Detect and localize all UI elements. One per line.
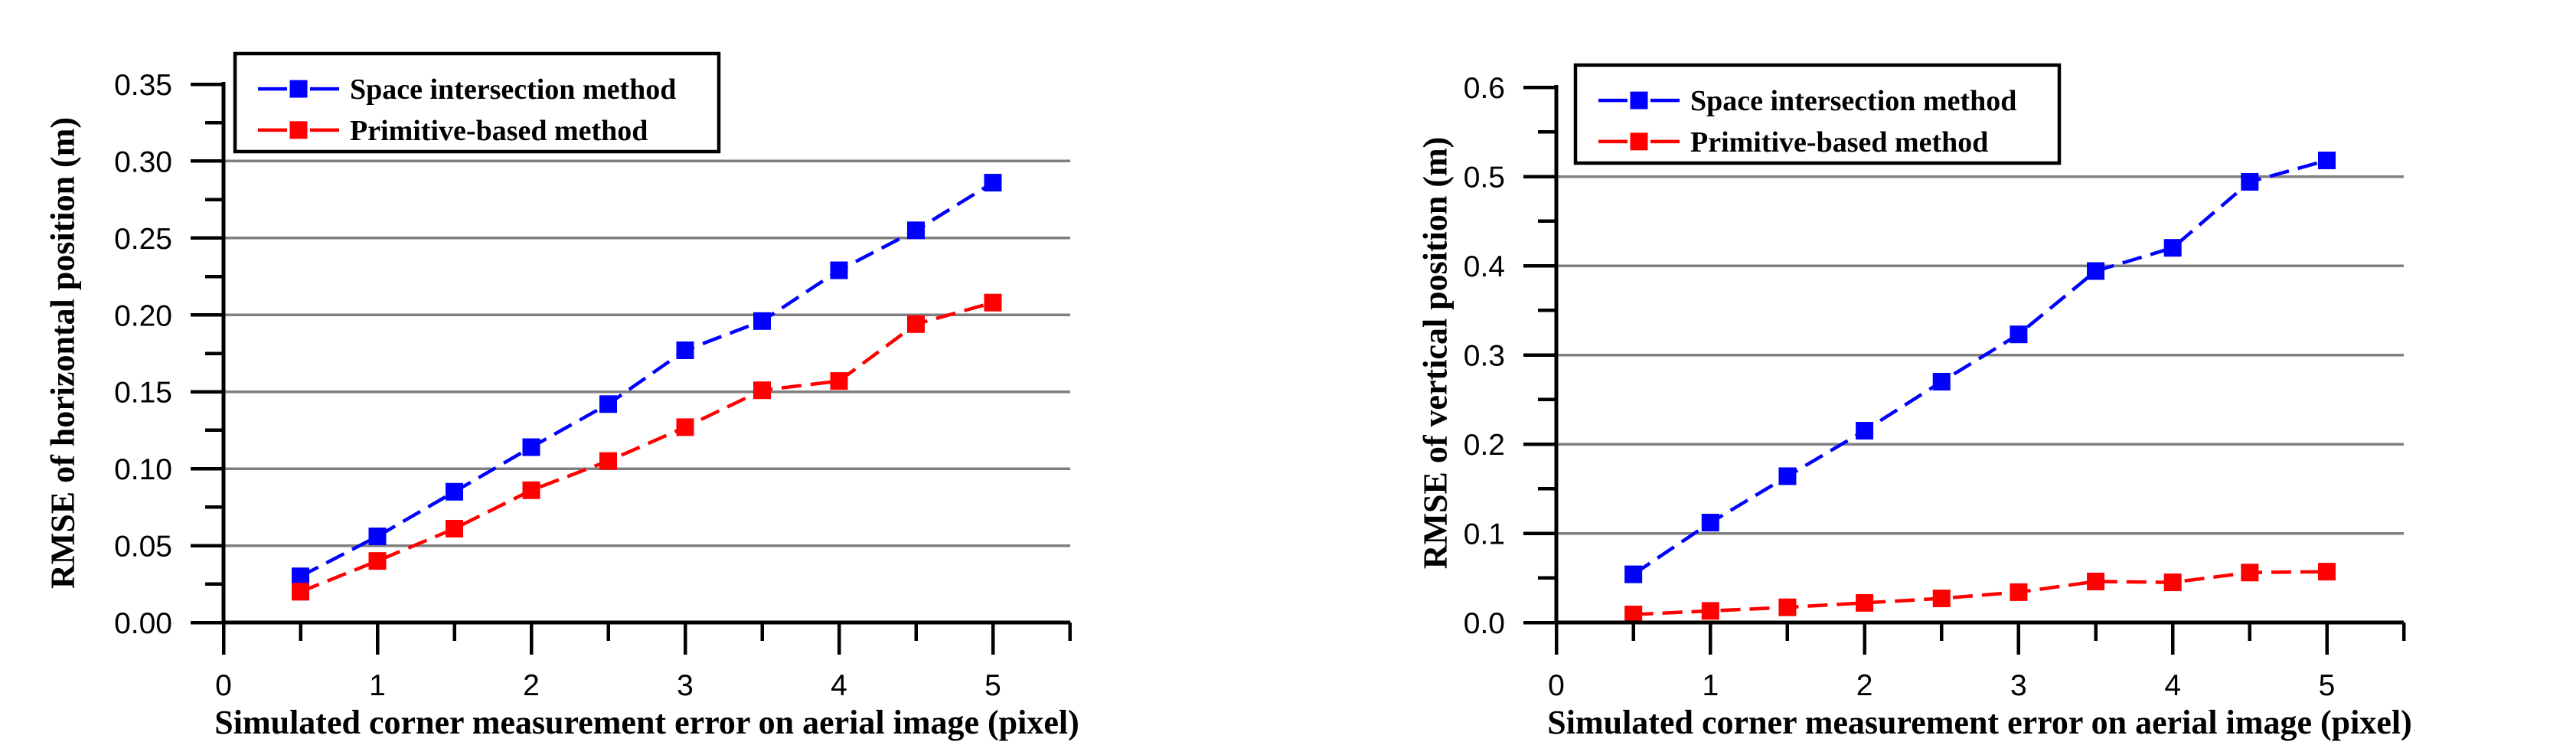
x-tick-label: 0	[1548, 669, 1565, 702]
x-tick-label: 2	[523, 669, 540, 702]
data-point-marker	[753, 381, 771, 400]
x-tick-label: 1	[1702, 669, 1719, 702]
data-point-marker	[522, 481, 540, 499]
y-tick-label: 0.0	[1464, 607, 1505, 640]
data-point-marker	[984, 174, 1002, 192]
data-point-marker	[2087, 572, 2105, 590]
x-tick-label: 2	[1856, 669, 1873, 702]
data-point-marker	[599, 395, 617, 413]
data-point-marker	[1624, 606, 1643, 624]
y-tick-label: 0.15	[114, 377, 172, 410]
legend-label: Space intersection method	[350, 74, 676, 106]
data-point-marker	[2241, 564, 2259, 582]
legend-label: Primitive-based method	[1690, 126, 1988, 158]
data-point-marker	[907, 315, 925, 333]
data-point-marker	[676, 341, 694, 359]
data-point-marker	[292, 583, 309, 601]
y-tick-label: 0.35	[114, 69, 172, 102]
data-point-marker	[1778, 467, 1797, 485]
data-point-marker	[676, 418, 694, 436]
y-tick-label: 0.05	[114, 531, 172, 564]
data-point-marker	[446, 519, 463, 538]
data-point-marker	[2163, 573, 2182, 592]
data-point-marker	[830, 261, 848, 279]
x-axis-title: Simulated corner measurement error on ae…	[214, 704, 1079, 741]
data-point-marker	[1856, 422, 1874, 440]
data-point-marker	[2087, 262, 2105, 280]
y-tick-label: 0.4	[1464, 250, 1505, 283]
legend-marker-swatch	[289, 121, 308, 139]
data-point-marker	[1932, 590, 1951, 608]
legend-label: Primitive-based method	[350, 115, 648, 147]
y-tick-label: 0.30	[114, 145, 172, 178]
legend-marker-swatch	[1630, 91, 1648, 109]
vertical-rmse-chart: 0.0 0.1 0.2 0.3 0.4 0.5 0.6 0 1 2 3 4 5 Space interse…	[1288, 0, 2576, 745]
x-tick-label: 4	[831, 669, 847, 702]
data-point-marker	[368, 552, 387, 570]
data-point-marker	[907, 221, 925, 240]
data-point-marker	[1856, 593, 1874, 612]
data-point-marker	[368, 528, 387, 546]
data-point-marker	[522, 438, 540, 456]
series-line-primitive-based	[299, 301, 994, 593]
series-line-primitive-based	[1633, 570, 2327, 616]
x-tick-label: 0	[215, 669, 232, 702]
series-line-space-intersection	[299, 181, 994, 578]
data-point-marker	[753, 312, 771, 330]
x-tick-label: 5	[2319, 669, 2336, 702]
legend-marker-swatch	[289, 80, 308, 98]
x-tick-label: 3	[2010, 669, 2027, 702]
x-tick-label: 5	[984, 669, 1001, 702]
y-tick-label: 0.20	[114, 299, 172, 332]
data-point-marker	[2163, 239, 2182, 257]
y-tick-label: 0.3	[1464, 340, 1505, 373]
plot-area-horizontal: 0.00 0.05 0.10 0.15 0.20 0.25 0.30 0.35 0 1 2 3 4 5 Sp…	[114, 51, 1072, 702]
data-point-marker	[292, 567, 309, 586]
data-point-marker	[1624, 565, 1643, 583]
y-tick-label: 0.6	[1464, 72, 1505, 105]
x-tick-label: 3	[677, 669, 694, 702]
data-point-marker	[1701, 514, 1719, 532]
legend-label: Space intersection method	[1690, 85, 2016, 117]
plot-area-vertical: 0.0 0.1 0.2 0.3 0.4 0.5 0.6 0 1 2 3 4 5 Space interse…	[1464, 63, 2406, 702]
y-tick-label: 0.10	[114, 453, 172, 486]
legend-marker-swatch	[1630, 132, 1648, 151]
legend-box	[233, 51, 721, 154]
data-point-marker	[1701, 602, 1719, 620]
data-point-marker	[2318, 152, 2336, 170]
data-point-marker	[1932, 372, 1951, 390]
y-tick-label: 0.5	[1464, 162, 1505, 194]
data-point-marker	[2318, 563, 2336, 581]
y-axis-title: RMSE of horizontal position (m)	[44, 117, 82, 589]
y-tick-label: 0.00	[114, 607, 172, 640]
series-line-space-intersection	[1632, 158, 2328, 576]
data-point-marker	[2010, 583, 2028, 601]
data-point-marker	[446, 482, 463, 501]
data-point-marker	[599, 452, 617, 470]
x-tick-label: 1	[369, 669, 386, 702]
data-point-marker	[830, 372, 848, 390]
x-tick-label: 4	[2164, 669, 2181, 702]
legend-box	[1573, 63, 2062, 165]
data-point-marker	[984, 293, 1002, 312]
data-point-marker	[2241, 172, 2259, 191]
data-point-marker	[2010, 325, 2028, 344]
data-point-marker	[1778, 598, 1797, 616]
y-tick-label: 0.2	[1464, 429, 1505, 462]
y-axis-title: RMSE of vertical position (m)	[1416, 136, 1455, 570]
y-tick-label: 0.1	[1464, 518, 1505, 551]
x-axis-title: Simulated corner measurement error on ae…	[1547, 704, 2412, 741]
horizontal-rmse-chart: 0.00 0.05 0.10 0.15 0.20 0.25 0.30 0.35 0 1 2 3 4 5 Sp…	[44, 51, 1079, 741]
y-tick-label: 0.25	[114, 223, 172, 256]
